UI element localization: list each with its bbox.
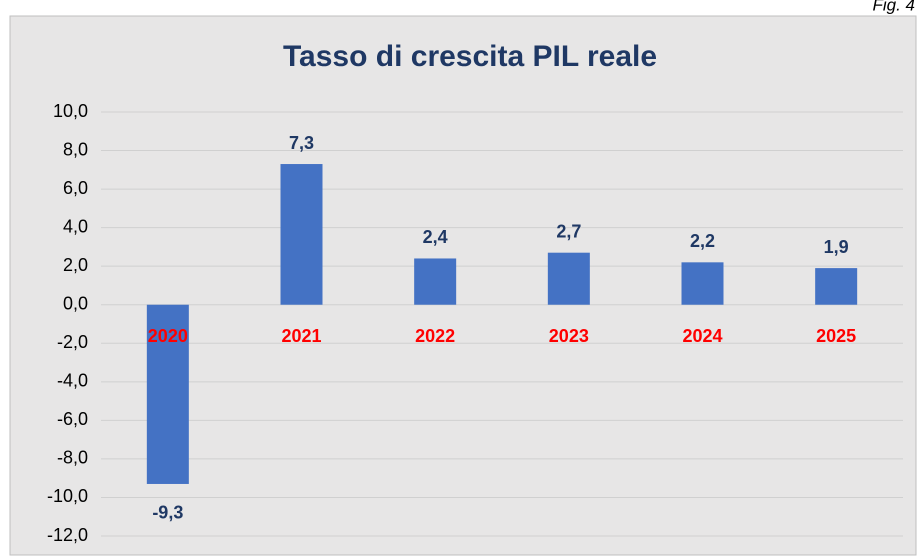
- data-label: 2,7: [556, 221, 581, 241]
- bar: [146, 304, 189, 484]
- y-tick-label: 10,0: [53, 101, 88, 121]
- x-tick-label: 2022: [415, 326, 455, 346]
- y-tick-label: 6,0: [63, 178, 88, 198]
- chart-title: Tasso di crescita PIL reale: [283, 40, 657, 73]
- y-tick-label: -2,0: [57, 332, 88, 352]
- x-tick-label: 2021: [281, 326, 321, 346]
- bar: [681, 262, 724, 305]
- y-tick-label: 0,0: [63, 293, 88, 313]
- bar: [815, 268, 858, 305]
- x-tick-label: 2023: [549, 326, 589, 346]
- data-label: 1,9: [824, 237, 849, 257]
- y-tick-label: 2,0: [63, 255, 88, 275]
- x-tick-label: 2020: [148, 326, 188, 346]
- bar: [280, 164, 323, 305]
- chart-area: [9, 15, 917, 556]
- data-label: 2,2: [690, 231, 715, 251]
- y-tick-label: -10,0: [47, 486, 88, 506]
- data-label: 7,3: [289, 133, 314, 153]
- y-tick-label: -4,0: [57, 371, 88, 391]
- y-tick-label: -8,0: [57, 448, 88, 468]
- y-tick-label: -6,0: [57, 409, 88, 429]
- y-tick-label: 4,0: [63, 216, 88, 236]
- data-label: -9,3: [152, 503, 183, 523]
- x-tick-label: 2025: [816, 326, 856, 346]
- figure-caption: Fig. 4: [872, 0, 915, 14]
- x-tick-label: 2024: [682, 326, 722, 346]
- bar: [547, 252, 590, 305]
- data-label: 2,4: [423, 227, 448, 247]
- bar: [414, 258, 457, 305]
- y-tick-label: 8,0: [63, 139, 88, 159]
- y-tick-label: -12,0: [47, 525, 88, 545]
